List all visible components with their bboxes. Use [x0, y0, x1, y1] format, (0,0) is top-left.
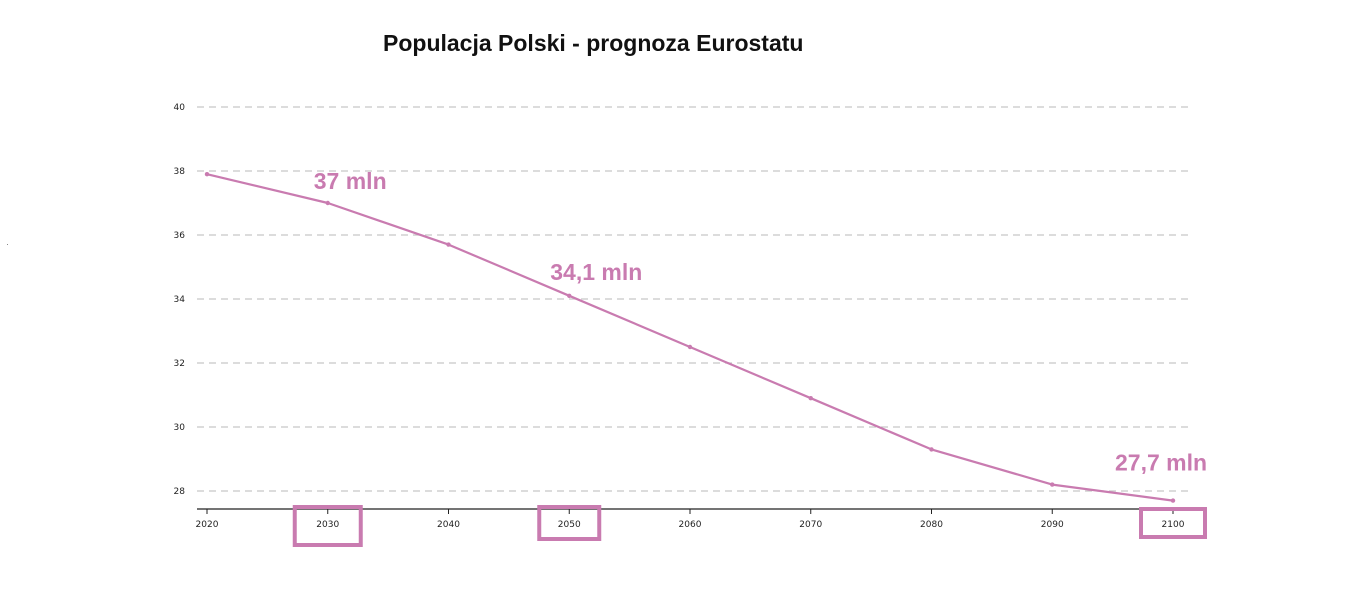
data-point-2050 — [567, 293, 572, 298]
annotation-label: 37 mln — [314, 168, 387, 194]
x-tick-label: 2070 — [799, 520, 822, 530]
y-tick-label: 34 — [174, 295, 186, 305]
data-point-2020 — [204, 172, 210, 177]
data-point-2030 — [325, 200, 330, 206]
data-point-2070 — [808, 396, 813, 401]
data-point-2100 — [1170, 498, 1176, 503]
highlight-box-2100 — [1139, 507, 1207, 539]
x-tick-label: 2050 — [558, 520, 581, 530]
y-tick-label: 40 — [174, 103, 186, 113]
gridlines — [197, 106, 1193, 492]
highlight-box-2050 — [537, 505, 602, 541]
x-tick-label: 2040 — [437, 520, 460, 530]
y-tick-label: 28 — [174, 487, 186, 497]
data-point-2090 — [1050, 482, 1055, 487]
x-tick-label: 2080 — [920, 520, 943, 530]
x-tick-label: 2020 — [196, 520, 219, 530]
annotation-label: 34,1 mln — [550, 259, 642, 285]
y-tick-label: 32 — [174, 359, 185, 369]
x-tick-label: 2060 — [679, 520, 702, 530]
labels: 37 mln 34,1 mln 27,7 mln — [314, 168, 1207, 476]
x-tick-label: 2090 — [1041, 520, 1064, 530]
chart-title: Populacja Polski - prognoza Eurostatu — [383, 30, 804, 56]
data-point-2040 — [446, 242, 451, 247]
annotation-label: 27,7 mln — [1115, 450, 1207, 476]
x-tick-label: 2030 — [316, 520, 339, 530]
x-tick-label: 2100 — [1162, 520, 1185, 530]
highlight-box-2030 — [292, 505, 363, 547]
y-tick-label: 30 — [174, 423, 186, 433]
stray-mark — [7, 244, 8, 245]
series-line — [206, 173, 1174, 502]
data-point-2080 — [929, 447, 934, 452]
data-point-2060 — [687, 344, 693, 350]
y-tick-label: 36 — [174, 231, 186, 241]
series-line-layer — [204, 172, 1176, 503]
y-tick-label: 38 — [174, 167, 186, 177]
axes: 28 30 32 34 36 38 40 2020 2030 2040 2050 2060 2070 20… — [174, 103, 1207, 547]
